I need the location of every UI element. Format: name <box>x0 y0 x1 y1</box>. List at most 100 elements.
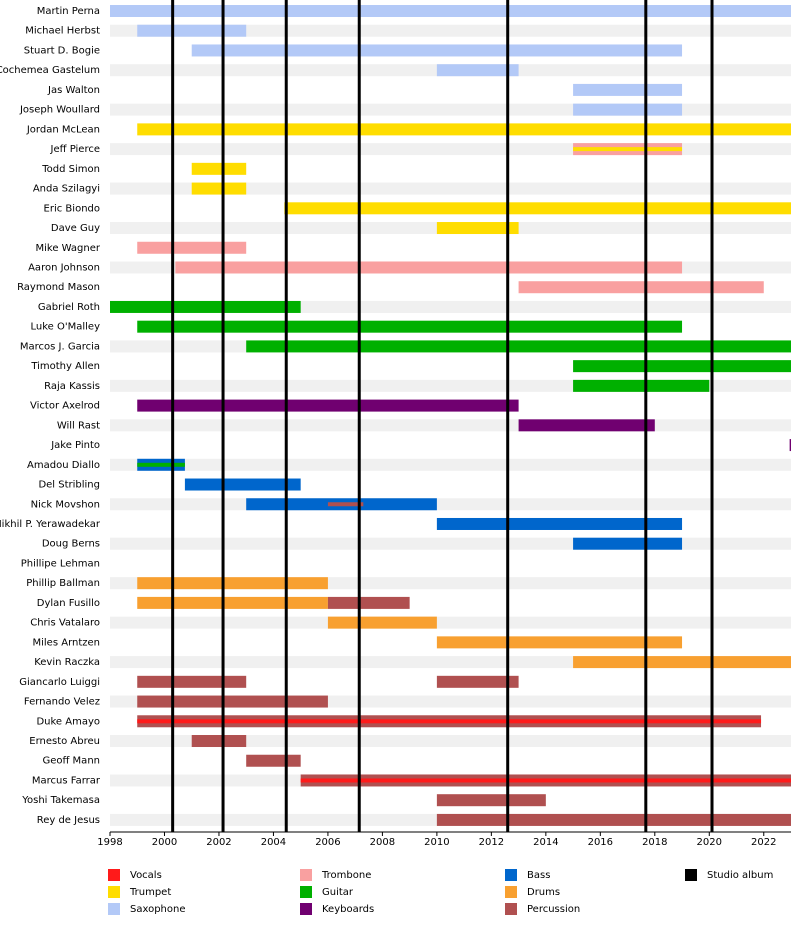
role-bar <box>436 675 519 688</box>
member-name: Stuart D. Bogie <box>24 45 100 56</box>
role-bar <box>436 636 683 649</box>
role-bar <box>436 813 791 826</box>
role-bar <box>137 675 247 688</box>
role-bar <box>137 577 328 590</box>
member-name: Dave Guy <box>51 223 100 234</box>
role-bar <box>573 360 791 373</box>
member-name: Giancarlo Luiggi <box>19 677 100 688</box>
role-stripe <box>327 502 364 507</box>
member-name: Raymond Mason <box>17 282 100 293</box>
row-stripe <box>110 419 791 432</box>
member-name: Jeff Pierce <box>50 144 100 155</box>
x-tick-label: 1998 <box>97 837 122 848</box>
legend-swatch <box>108 869 120 881</box>
legend-label: Trumpet <box>129 887 171 898</box>
legend-swatch <box>300 869 312 881</box>
legend-label: Vocals <box>130 870 162 881</box>
role-bar <box>436 64 519 77</box>
member-name: Jas Walton <box>47 85 100 96</box>
member-name: Fernando Velez <box>24 697 100 708</box>
legend-swatch <box>505 869 517 881</box>
role-bar <box>518 281 764 294</box>
legend-label: Trombone <box>321 870 371 881</box>
role-bar <box>191 44 683 57</box>
member-name: Mike Wagner <box>36 243 101 254</box>
role-bar <box>284 202 791 215</box>
x-tick-label: 2018 <box>642 837 667 848</box>
role-bar <box>137 596 328 609</box>
role-bar <box>184 478 301 491</box>
role-bar <box>137 320 683 333</box>
role-bar <box>191 162 247 175</box>
role-stripe <box>137 719 762 724</box>
role-stripe <box>137 462 185 467</box>
member-name: Dylan Fusillo <box>37 598 100 609</box>
member-name: Marcos J. Garcia <box>20 341 100 352</box>
member-name: Duke Amayo <box>36 716 100 727</box>
role-bar <box>573 379 710 392</box>
member-name: Geoff Mann <box>42 756 100 767</box>
row-stripe <box>110 735 791 748</box>
member-name: Jake Pinto <box>50 440 100 451</box>
member-name: Chris Vatalaro <box>30 618 100 629</box>
legend-swatch <box>685 869 697 881</box>
x-tick-label: 2000 <box>152 837 177 848</box>
role-bar <box>191 735 247 748</box>
member-name: Timothy Allen <box>30 361 100 372</box>
x-tick-label: 2006 <box>315 837 340 848</box>
role-bar <box>175 261 683 274</box>
legend-swatch <box>108 886 120 898</box>
member-name: Kevin Raczka <box>34 657 100 668</box>
role-bar <box>327 616 437 629</box>
legend-swatch <box>300 903 312 915</box>
member-name: Del Stribling <box>38 480 100 491</box>
member-name: Nick Movshon <box>31 499 100 510</box>
role-bar <box>246 340 791 353</box>
legend-swatch <box>505 886 517 898</box>
member-name: Phillipe Lehman <box>21 558 100 569</box>
member-name: Todd Simon <box>41 164 100 175</box>
role-bar <box>573 83 683 96</box>
row-stripe <box>110 182 791 195</box>
member-name: Jordan McLean <box>26 124 100 135</box>
row-stripe <box>110 143 791 156</box>
member-name: Rey de Jesus <box>37 815 100 826</box>
member-name: Joseph Woullard <box>19 105 100 116</box>
role-bar <box>137 241 247 254</box>
legend-swatch <box>108 903 120 915</box>
member-name: Nikhil P. Yerawadekar <box>0 519 101 530</box>
role-bar <box>573 537 683 550</box>
member-name: Yoshi Takemasa <box>21 795 100 806</box>
member-name: Michael Herbst <box>25 26 100 37</box>
role-bar <box>110 5 791 17</box>
role-bar <box>327 596 410 609</box>
legend-label: Guitar <box>322 887 354 898</box>
member-name: Anda Szilagyi <box>33 184 100 195</box>
role-bar <box>137 123 792 136</box>
role-bar <box>573 656 791 669</box>
legend-label: Studio album <box>707 870 773 881</box>
member-name: Victor Axelrod <box>30 401 100 412</box>
x-tick-label: 2022 <box>751 837 776 848</box>
row-stripe <box>110 537 791 550</box>
role-bar <box>191 182 247 195</box>
legend-label: Bass <box>527 870 550 881</box>
x-tick-label: 2020 <box>697 837 722 848</box>
member-name: Luke O'Malley <box>30 322 100 333</box>
role-bar <box>518 419 655 432</box>
x-tick-label: 2008 <box>370 837 395 848</box>
x-tick-label: 2012 <box>479 837 504 848</box>
role-bar <box>110 300 301 313</box>
member-name: Eric Biondo <box>44 203 100 214</box>
x-tick-label: 2014 <box>533 837 558 848</box>
member-name: Doug Berns <box>42 539 100 550</box>
legend-swatch <box>505 903 517 915</box>
member-name: Will Rast <box>57 420 100 431</box>
x-tick-label: 2002 <box>206 837 231 848</box>
role-bar <box>137 24 247 37</box>
member-name: Phillip Ballman <box>26 578 100 589</box>
member-name: Raja Kassis <box>44 381 100 392</box>
member-name: Cochemea Gastelum <box>0 65 100 76</box>
legend-label: Saxophone <box>130 904 186 915</box>
